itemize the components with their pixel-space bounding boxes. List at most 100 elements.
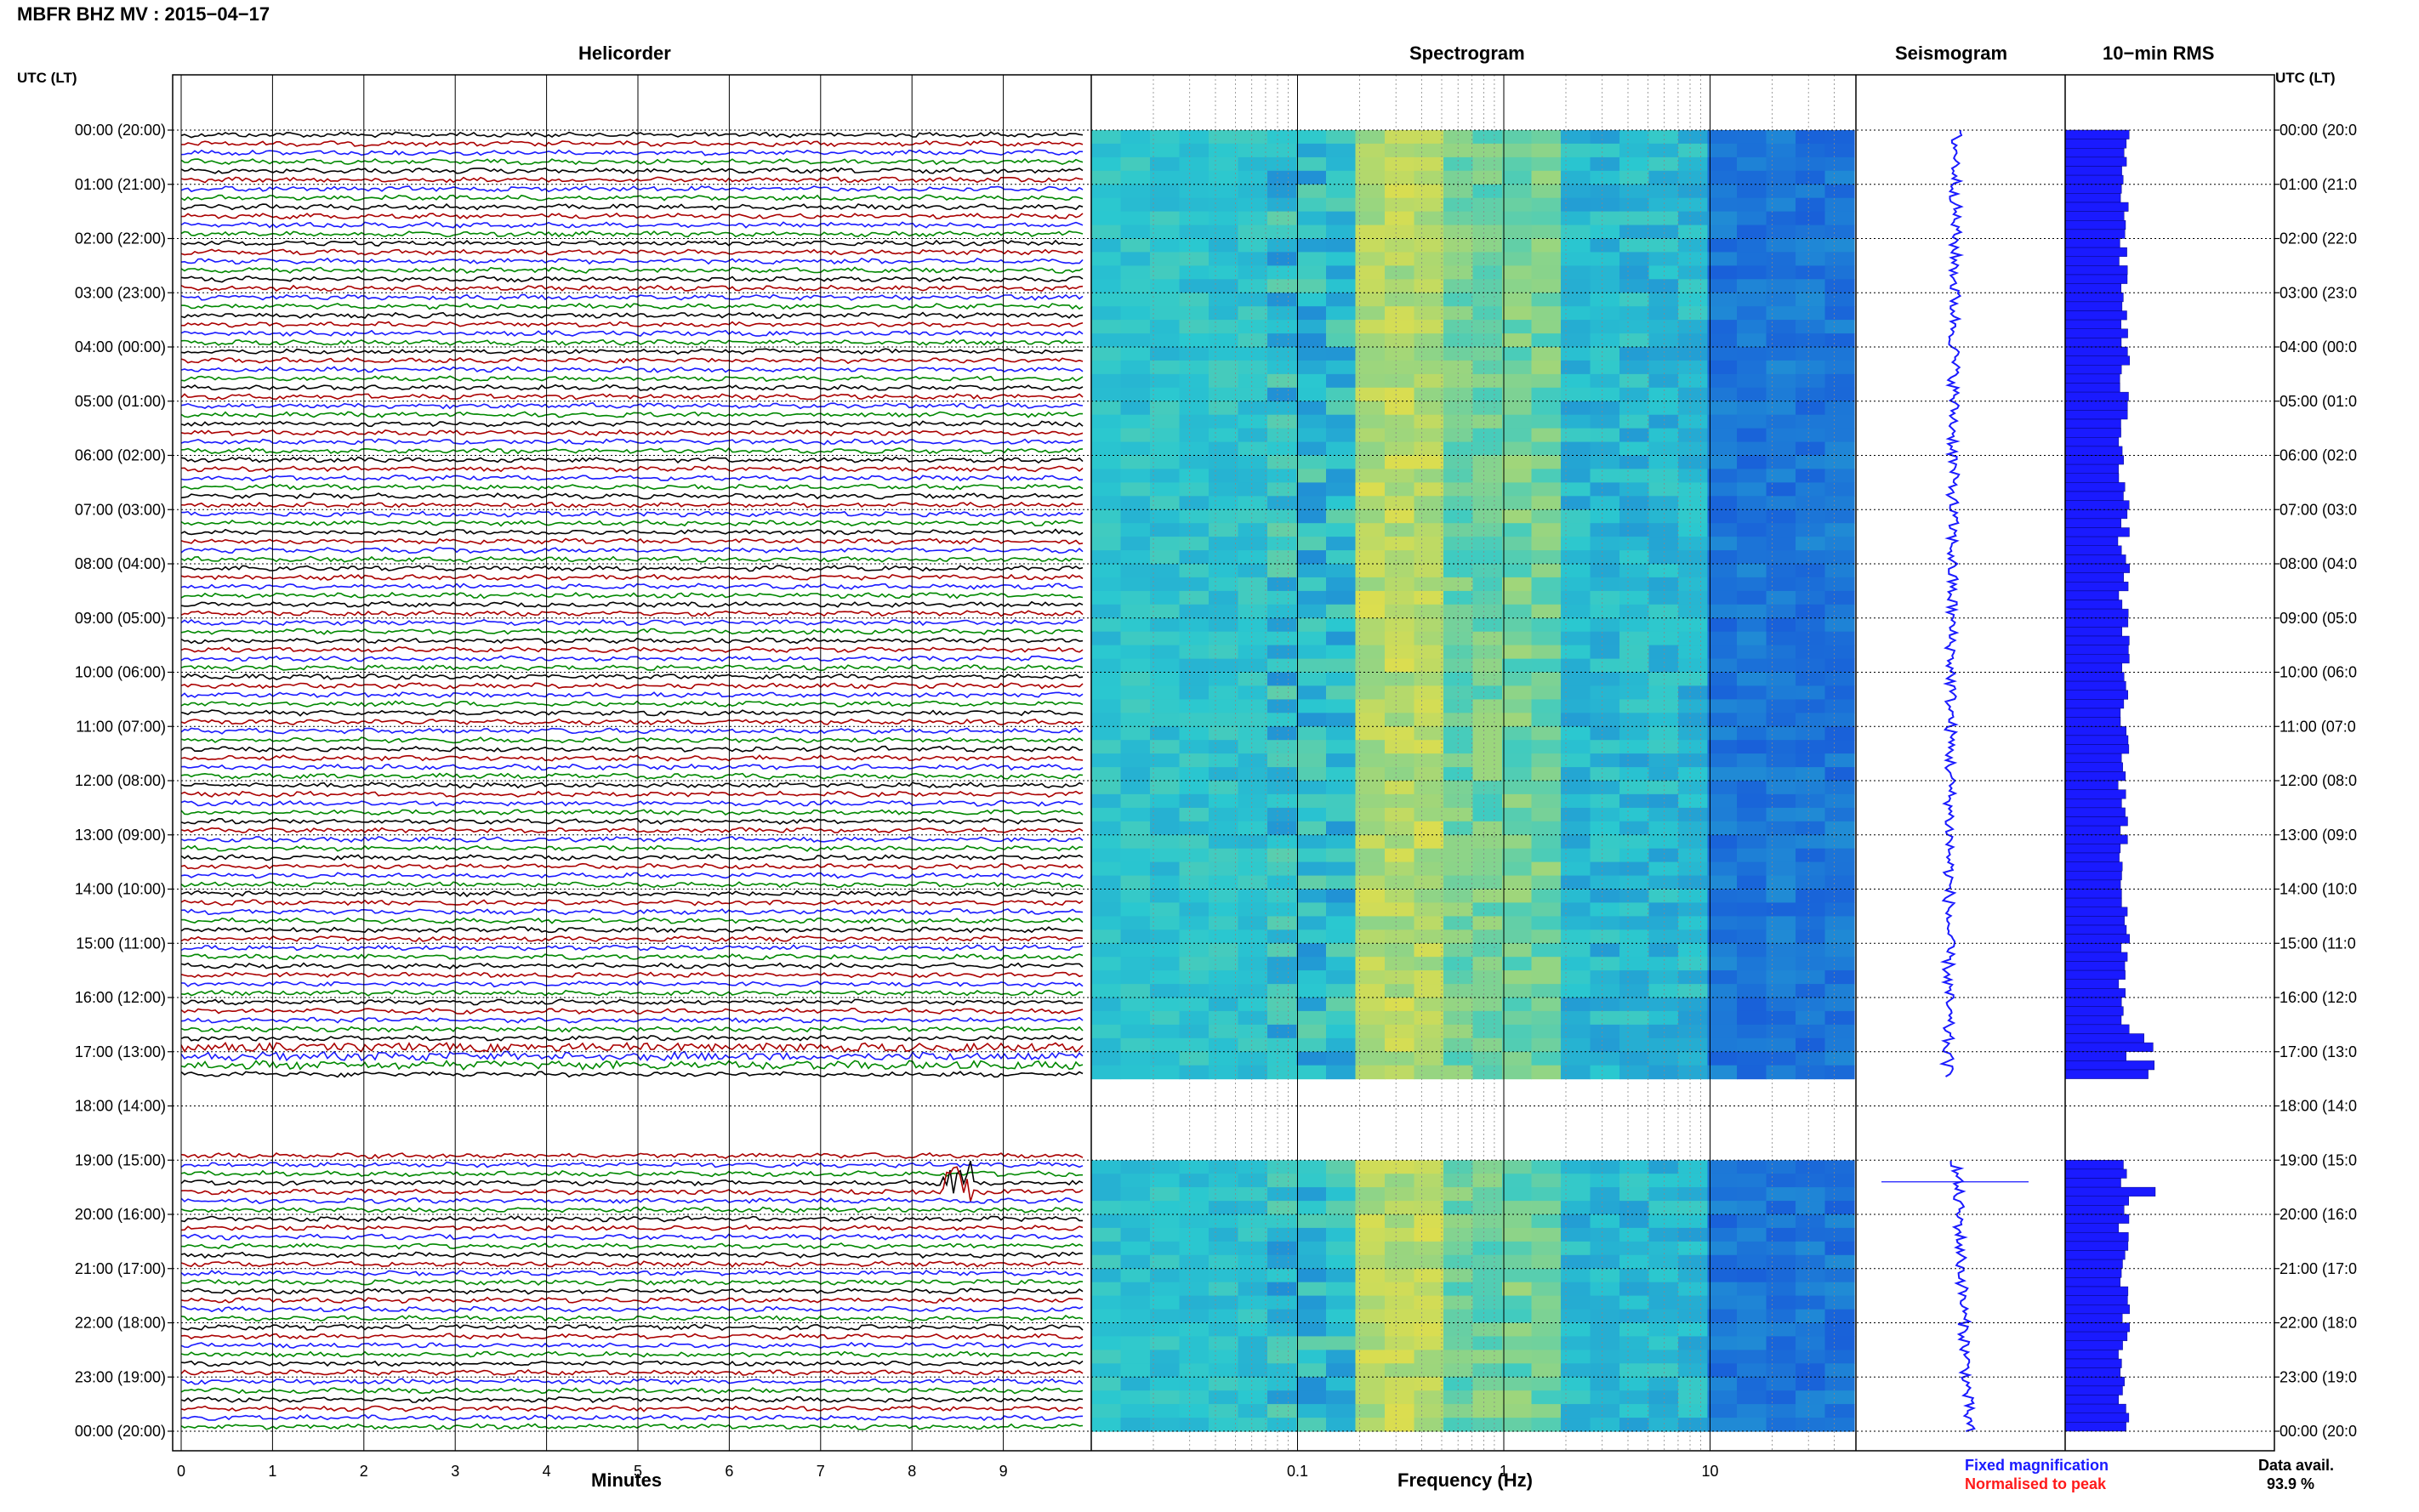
spectrogram-cell [1561,1309,1591,1324]
spectrogram-cell [1238,984,1268,998]
spectrogram-cell [1209,1404,1239,1418]
spectrogram-cell [1619,617,1650,633]
left-time-label: 07:00 (03:00) [75,501,166,518]
rms-bar [2064,174,2124,185]
spectrogram-cell [1619,469,1650,483]
spectrogram-cell [1502,916,1533,930]
spectrogram-cell [1267,970,1298,985]
spectrogram-cell [1179,469,1210,483]
spectrogram-cell [1179,713,1210,727]
spectrogram-cell [1385,265,1415,280]
spectrogram-cell [1414,197,1444,213]
spectrogram-cell [1238,848,1268,863]
spectrogram-cell [1385,916,1415,930]
spectrogram-cell [1678,1065,1709,1080]
spectrogram-cell [1590,1160,1620,1174]
rms-bar [2064,1160,2124,1170]
spectrogram-cell [1648,333,1679,348]
spectrogram-cell [1355,617,1386,633]
spectrogram-cell [1619,401,1650,416]
spectrogram-cell [1238,130,1268,145]
spectrogram-cell [1824,875,1855,890]
spectrogram-cell [1619,293,1650,307]
spectrogram-cell [1091,1174,1122,1188]
spectrogram-cell [1179,645,1210,660]
spectrogram-cell [1150,170,1181,185]
spectrogram-cell [1561,807,1591,822]
spectrogram-cell [1766,482,1796,497]
spectrogram-cell [1209,861,1239,877]
spectrogram-cell [1355,1051,1386,1066]
spectrogram-cell [1678,957,1709,971]
spectrogram-cell [1238,564,1268,578]
spectrogram-cell [1296,617,1327,633]
right-time-label: 00:00 (20:0 [2280,1423,2357,1440]
spectrogram-cell [1678,1214,1709,1229]
chart-title: MBFR BHZ MV : 2015−04−17 [17,3,270,25]
spectrogram-cell [1766,252,1796,266]
spectrogram-cell [1472,902,1503,917]
spectrogram-cell [1766,685,1796,700]
spectrogram-cell [1238,645,1268,660]
spectrogram-cell [1296,1254,1327,1270]
spectrogram-cell [1766,441,1796,457]
spectrogram-cell [1150,373,1181,389]
spectrogram-cell [1561,252,1591,266]
spectrogram-cell [1355,902,1386,917]
spectrogram-cell [1619,306,1650,321]
right-time-label: 03:00 (23:0 [2280,284,2357,301]
spectrogram-cell [1678,1174,1709,1188]
spectrogram-cell [1502,1336,1533,1350]
spectrogram-cell [1707,143,1738,158]
helicorder-trace [180,1405,1084,1413]
helicorder-trace [180,1016,1084,1024]
spectrogram-cell [1531,1037,1562,1053]
spectrogram-cell [1619,753,1650,768]
left-time-label: 16:00 (12:00) [75,989,166,1006]
spectrogram-cell [1296,645,1327,660]
spectrogram-cell [1648,455,1679,469]
spectrogram-cell [1619,1418,1650,1432]
spectrogram-cell [1120,414,1151,429]
spectrogram-cell [1091,848,1122,863]
spectrogram-cell [1443,211,1474,226]
spectrogram-cell [1296,1377,1327,1391]
spectrogram-cell [1091,1418,1122,1432]
spectrogram-cell [1824,1390,1855,1405]
spectrogram-cell [1179,523,1210,537]
spectrogram-cell [1502,401,1533,416]
spectrogram-cell [1707,293,1738,307]
spectrogram-cell [1355,767,1386,782]
spectrogram-cell [1150,320,1181,334]
spectrogram-cell [1355,143,1386,158]
spectrogram-cell [1707,306,1738,321]
spectrogram-cell [1824,373,1855,389]
spectrogram-cell [1355,590,1386,605]
spectrogram-cell [1296,441,1327,457]
spectrogram-cell [1619,156,1650,172]
spectrogram-cell [1414,1201,1444,1215]
spectrogram-cell [1590,834,1620,850]
rms-bar [2064,934,2130,944]
spectrogram-cell [1120,523,1151,537]
spectrogram-cell [1150,143,1181,158]
spectrogram-cell [1443,1065,1474,1080]
spectrogram-cell [1355,726,1386,741]
spectrogram-cell [1472,265,1503,280]
spectrogram-cell [1766,1377,1796,1391]
spectrogram-cell [1796,1268,1826,1283]
spectrogram-cell [1414,577,1444,592]
spectrogram-cell [1796,156,1826,172]
spectrogram-cell [1737,197,1767,213]
spectrogram-cell [1796,1160,1826,1174]
spectrogram-cell [1472,590,1503,605]
spectrogram-cell [1267,1336,1298,1350]
spectrogram-cell [1091,333,1122,348]
spectrogram-cell [1267,197,1298,213]
spectrogram-cell [1678,441,1709,457]
spectrogram-cell [1531,156,1562,172]
spectrogram-cell [1414,658,1444,674]
spectrogram-cell [1355,713,1386,727]
spectrogram-cell [1091,1336,1122,1350]
spectrogram-cell [1355,550,1386,565]
